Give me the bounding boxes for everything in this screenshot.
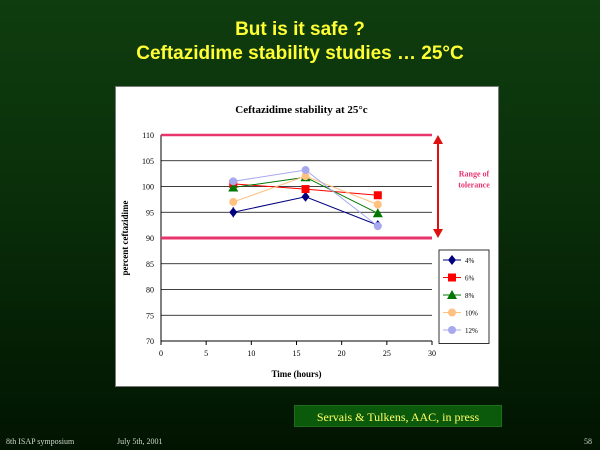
series-8pct-point [228,182,239,192]
legend-label: 4% [465,257,475,265]
tolerance-label-line1: Range of [459,170,490,179]
footer-page-number: 58 [584,437,592,446]
legend-swatch-marker [448,308,456,317]
y-tick-label: 85 [146,260,154,269]
series-8pct-point [372,208,383,218]
x-tick-label: 25 [383,349,391,358]
series-12pct-point [373,222,382,231]
legend-box [438,249,490,344]
chart-panel: Ceftazidime stability at 25°c 70 75 80 85 90 9… [115,86,499,387]
x-tick-label: 5 [204,349,208,358]
y-tick-label: 100 [142,183,154,192]
series-12pct-point [301,166,310,175]
y-axis-label: percent ceftazidime [120,200,130,275]
series-6pct-point [373,191,382,200]
slide-title-line1: But is it safe ? [235,19,365,40]
y-tick-label: 95 [146,208,154,217]
y-tick-label: 105 [142,157,154,166]
tolerance-arrow-head-down [433,229,443,238]
series-4pct-point [301,191,310,202]
series-12pct-point [229,177,238,186]
series-10pct-point [373,200,382,209]
x-tick-label: 0 [159,349,163,358]
x-tick-label: 30 [428,349,436,358]
citation-box: Servais & Tulkens, AAC, in press [294,405,502,427]
slide-title-line2: Ceftazidime stability studies … 25°C [136,43,464,64]
tolerance-label-line2: tolerance [458,181,490,190]
legend-label: 10% [465,310,478,318]
x-tick-label: 20 [338,349,346,358]
legend-label: 6% [465,275,475,283]
chart-title: Ceftazidime stability at 25°c [235,104,368,116]
y-tick-label: 110 [142,131,154,140]
x-tick-label: 15 [293,349,301,358]
legend-swatch-marker [448,273,456,282]
x-tick-label: 10 [247,349,255,358]
y-tick-label: 90 [146,234,154,243]
legend-swatch-marker [447,290,457,299]
x-axis-label: Time (hours) [271,369,321,379]
series-10pct-point [229,197,238,206]
y-tick-label: 80 [146,286,154,295]
footer-event: 8th ISAP symposium [6,437,75,446]
legend-swatch-marker [448,326,456,334]
series-6pct-point [301,185,310,194]
legend-label: 8% [465,292,475,300]
y-tick-label: 70 [146,337,154,346]
y-tick-label: 75 [146,311,154,320]
footer-date: July 5th, 2001 [117,437,163,446]
series-10pct-point [301,172,310,181]
legend-swatch-marker [448,255,456,265]
tolerance-arrow-head-up [433,135,443,144]
legend-label: 12% [465,327,478,335]
chart-svg: Ceftazidime stability at 25°c 70 75 80 85 90 9… [120,104,490,379]
series-4pct-point [229,207,238,218]
